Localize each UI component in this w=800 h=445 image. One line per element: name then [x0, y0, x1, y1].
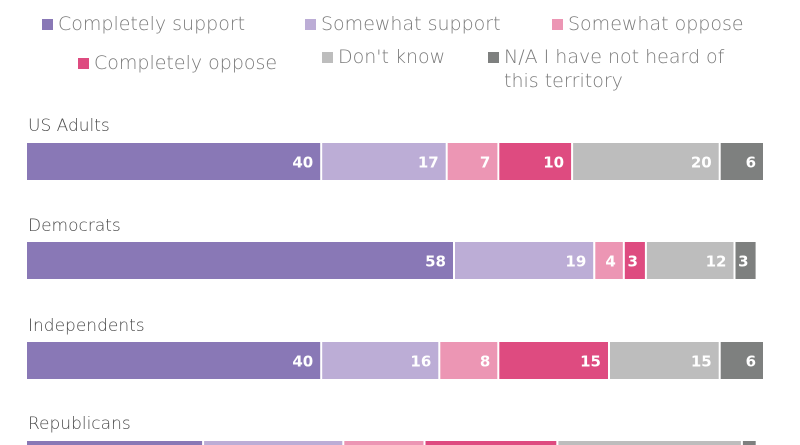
bar-segment [27, 441, 203, 445]
legend-item-somewhat-support: Somewhat support [305, 12, 501, 36]
bar-segment [558, 441, 741, 445]
bar-segment [440, 342, 498, 379]
bar-segment [624, 242, 645, 279]
bar-segment [204, 441, 343, 445]
data-label: 40 [292, 154, 313, 172]
data-label: 15 [580, 353, 601, 371]
bar-segment [595, 242, 623, 279]
data-label: 58 [425, 253, 446, 271]
bar-segment [322, 143, 446, 180]
bar-segment [27, 143, 321, 180]
chart-legend: Completely support Somewhat support Some… [0, 0, 800, 100]
legend-item-somewhat-oppose: Somewhat oppose [552, 12, 744, 36]
legend-item-completely-support: Completely support [42, 12, 245, 36]
bar-segment [735, 242, 756, 279]
bar-segment [720, 342, 763, 379]
bar-row-republicans [27, 441, 756, 445]
group-label-democrats: Democrats [28, 216, 121, 236]
legend-swatch-dont-know [322, 52, 333, 63]
data-label: 16 [410, 353, 431, 371]
data-label: 3 [627, 253, 637, 271]
legend-swatch-completely-oppose [78, 58, 89, 69]
legend-label: Somewhat oppose [568, 13, 744, 35]
bar-segment [27, 242, 453, 279]
bar-segment [425, 441, 557, 445]
data-label: 7 [480, 154, 490, 172]
bar-segment [646, 242, 734, 279]
data-label: 6 [746, 154, 756, 172]
bar-segment [742, 441, 756, 445]
data-label: 15 [691, 353, 712, 371]
data-label: 10 [543, 154, 564, 172]
bar-row-us-adults: 40 17 7 10 20 6 [27, 143, 763, 180]
bar-segment [322, 342, 439, 379]
data-label: 17 [418, 154, 439, 172]
data-label: 20 [691, 154, 712, 172]
legend-label: N/A I have not heard of this territory [504, 46, 725, 92]
bar-row-independents: 40 16 8 15 15 6 [27, 342, 763, 379]
legend-item-completely-oppose: Completely oppose [78, 51, 277, 75]
legend-label: Don't know [338, 46, 446, 68]
group-label-republicans: Republicans [28, 414, 131, 434]
bar-segment [720, 143, 763, 180]
legend-swatch-somewhat-oppose [552, 19, 563, 30]
data-label: 40 [292, 353, 313, 371]
bar-segment [610, 342, 719, 379]
legend-swatch-not-heard [488, 52, 499, 63]
bar-segment [455, 242, 594, 279]
bar-segment [344, 441, 424, 445]
legend-label: Completely oppose [94, 52, 278, 74]
group-label-us-adults: US Adults [28, 116, 110, 136]
bar-segment [27, 342, 321, 379]
data-label: 6 [746, 353, 756, 371]
data-label: 12 [706, 253, 727, 271]
bar-row-democrats: 58 19 4 3 12 3 [27, 242, 756, 279]
data-label: 4 [605, 253, 615, 271]
data-label: 19 [565, 253, 586, 271]
bar-segment [447, 143, 498, 180]
group-label-independents: Independents [28, 316, 145, 336]
bar-segment [499, 143, 572, 180]
legend-item-not-heard: N/A I have not heard of this territory [488, 45, 724, 93]
bar-segment [499, 342, 608, 379]
legend-item-dont-know: Don't know [322, 45, 445, 69]
data-label: 8 [480, 353, 490, 371]
data-label: 3 [738, 253, 748, 271]
legend-label: Completely support [58, 13, 246, 35]
legend-swatch-completely-support [42, 19, 53, 30]
bar-segment [573, 143, 719, 180]
legend-label: Somewhat support [321, 13, 501, 35]
legend-swatch-somewhat-support [305, 19, 316, 30]
